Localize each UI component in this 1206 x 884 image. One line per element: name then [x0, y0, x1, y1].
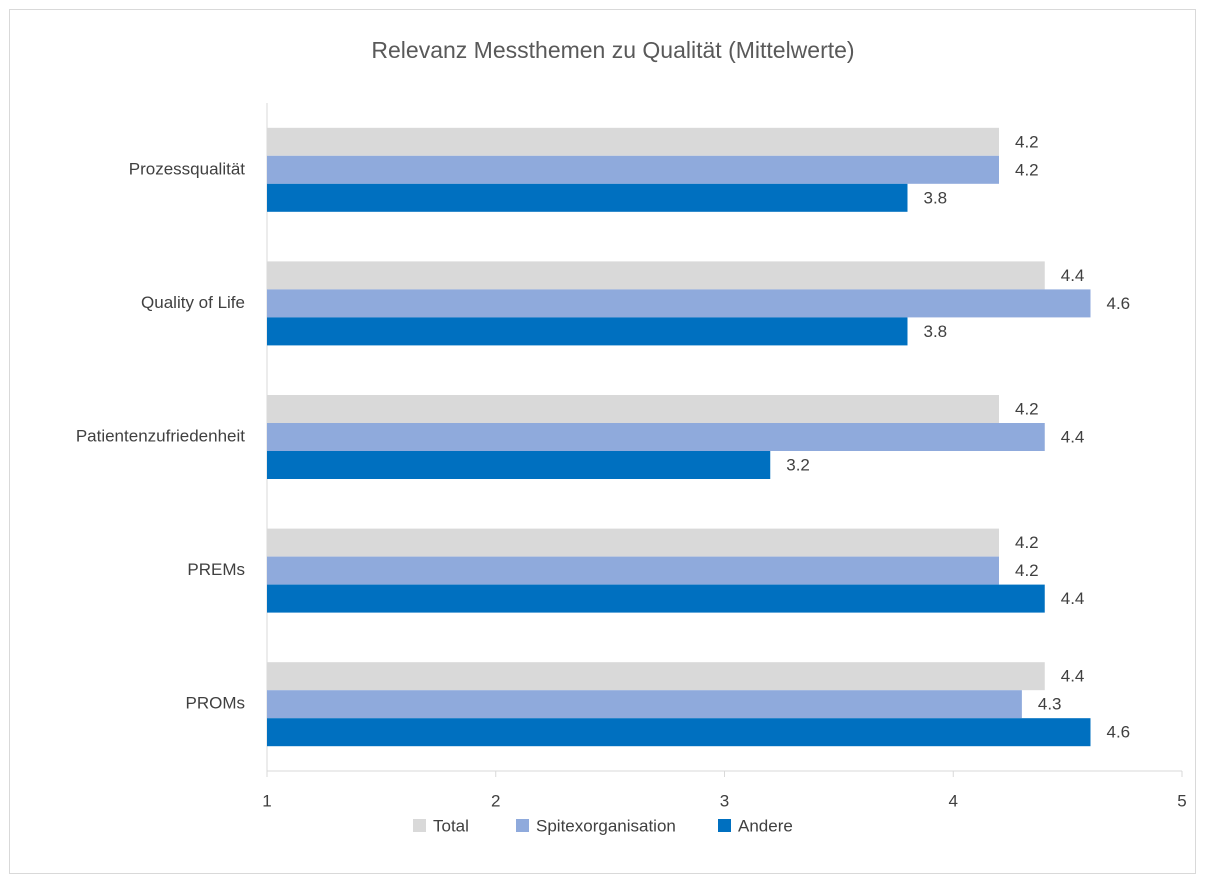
- data-label: 3.8: [924, 322, 948, 341]
- legend-swatch: [413, 819, 426, 832]
- data-label: 4.6: [1107, 294, 1131, 313]
- x-tick-label: 3: [720, 791, 729, 810]
- legend-swatch: [516, 819, 529, 832]
- data-label: 4.2: [1015, 132, 1039, 151]
- data-label: 4.2: [1015, 561, 1039, 580]
- data-label: 4.2: [1015, 399, 1039, 418]
- data-label: 4.4: [1061, 427, 1085, 446]
- data-label: 3.8: [924, 188, 948, 207]
- bar: [267, 662, 1045, 691]
- chart-title: Relevanz Messthemen zu Qualität (Mittelw…: [371, 37, 854, 63]
- legend-label: Total: [433, 816, 469, 835]
- data-label: 4.3: [1038, 695, 1062, 714]
- legend-label: Andere: [738, 816, 793, 835]
- data-label: 4.2: [1015, 160, 1039, 179]
- data-label: 4.4: [1061, 266, 1085, 285]
- bar: [267, 261, 1045, 290]
- bar: [267, 528, 999, 557]
- x-tick-label: 1: [262, 791, 271, 810]
- legend-label: Spitexorganisation: [536, 816, 676, 835]
- x-tick-label: 5: [1177, 791, 1186, 810]
- bar: [267, 289, 1091, 318]
- bar: [267, 183, 908, 212]
- data-label: 4.4: [1061, 667, 1085, 686]
- legend-swatch: [718, 819, 731, 832]
- bar: [267, 718, 1091, 747]
- x-tick-label: 2: [491, 791, 500, 810]
- data-label: 4.2: [1015, 533, 1039, 552]
- y-tick-label: Prozessqualität: [129, 159, 246, 178]
- bar: [267, 556, 999, 585]
- data-label: 4.6: [1107, 723, 1131, 742]
- bar: [267, 155, 999, 184]
- x-tick-label: 4: [949, 791, 958, 810]
- bar: [267, 127, 999, 156]
- bar: [267, 584, 1045, 613]
- bar: [267, 690, 1022, 719]
- bar: [267, 395, 999, 423]
- bar: [267, 423, 1045, 451]
- y-tick-label: PREMs: [187, 560, 245, 579]
- y-tick-label: PROMs: [186, 694, 246, 713]
- y-tick-label: Quality of Life: [141, 293, 245, 312]
- y-tick-label: Patientenzufriedenheit: [76, 426, 245, 445]
- data-label: 4.4: [1061, 589, 1085, 608]
- bar: [267, 451, 771, 479]
- bar: [267, 317, 908, 346]
- data-label: 3.2: [786, 455, 810, 474]
